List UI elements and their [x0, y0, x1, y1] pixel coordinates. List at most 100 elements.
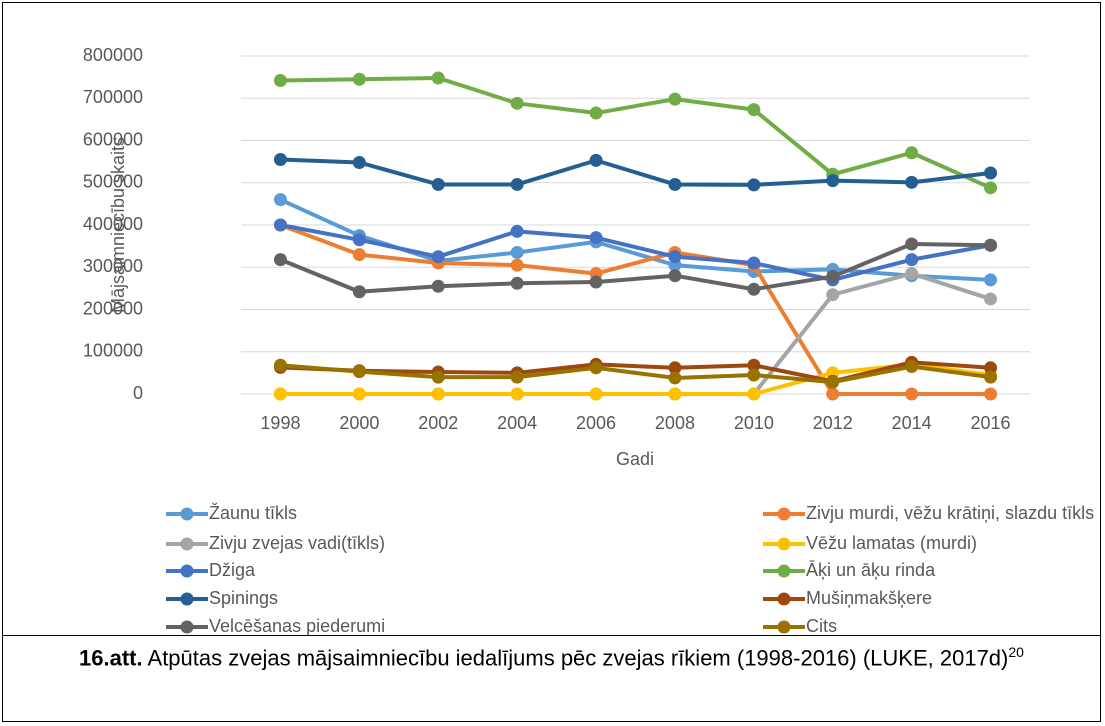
data-point	[273, 74, 287, 88]
data-point	[747, 103, 761, 117]
data-point	[905, 387, 919, 401]
x-tick-label: 2016	[971, 413, 1011, 433]
caption-ref: 20	[1008, 644, 1024, 660]
legend-label: Spinings	[209, 588, 278, 608]
series-line	[279, 242, 991, 294]
data-point	[589, 361, 603, 375]
y-tick-label: 300000	[83, 256, 143, 276]
data-point	[905, 267, 919, 281]
data-point	[273, 387, 287, 401]
x-tick-label: 2014	[892, 413, 932, 433]
data-point	[510, 387, 524, 401]
data-point	[984, 273, 998, 287]
data-point	[352, 72, 366, 86]
data-point	[589, 275, 603, 289]
data-point	[431, 250, 445, 264]
data-point	[747, 358, 761, 372]
data-point	[352, 248, 366, 262]
series-line	[280, 157, 991, 187]
data-point	[984, 181, 998, 195]
x-tick-label: 2012	[813, 413, 853, 433]
data-point	[510, 224, 524, 238]
x-tick-label: 2004	[497, 413, 537, 433]
y-axis-label: Mājsaimniecību skaits	[108, 137, 128, 313]
legend-marker	[180, 507, 194, 521]
y-tick-label: 500000	[83, 172, 143, 192]
caption-label: 16.att.	[79, 645, 143, 671]
data-point	[431, 177, 445, 191]
series-line	[280, 363, 991, 385]
data-point	[589, 231, 603, 245]
y-tick-label: 600000	[83, 129, 143, 149]
data-point	[510, 276, 524, 290]
chart-area: Gadi Mājsaimniecību skaits 0 100000 200000…	[3, 3, 1100, 636]
data-point	[826, 387, 840, 401]
data-point	[431, 370, 445, 384]
y-tick-label: 700000	[83, 87, 143, 107]
data-point	[352, 155, 366, 169]
caption-text: Atpūtas zvejas mājsaimniecību iedalījums…	[142, 645, 1009, 671]
data-point	[510, 258, 524, 272]
legend-marker	[180, 620, 194, 634]
legend-label: Vēžu lamatas (murdi)	[806, 533, 977, 553]
data-point	[984, 387, 998, 401]
series-line	[280, 223, 991, 282]
data-point	[984, 292, 998, 306]
legend-label: Zivju zvejas vadi(tīkls)	[209, 533, 385, 553]
data-point	[668, 177, 682, 191]
data-point	[273, 253, 287, 267]
data-point	[273, 218, 287, 232]
x-tick-label: 2006	[576, 413, 616, 433]
legend-marker	[180, 564, 194, 578]
chart: Gadi Mājsaimniecību skaits 0 100000 200000…	[83, 45, 1094, 636]
legend-marker	[777, 620, 791, 634]
x-tick-label: 2008	[655, 413, 695, 433]
data-point	[668, 371, 682, 385]
x-tick-label: 1998	[260, 413, 300, 433]
data-point	[747, 282, 761, 296]
data-point	[510, 370, 524, 384]
legend-marker	[180, 537, 194, 551]
data-point	[273, 153, 287, 167]
legend-label: Žaunu tīkls	[209, 503, 297, 523]
data-point	[273, 193, 287, 207]
data-point	[589, 153, 603, 167]
data-point	[984, 238, 998, 252]
data-point	[589, 106, 603, 120]
legend-marker	[777, 507, 791, 521]
legend-label: Cits	[806, 616, 837, 635]
legend-marker	[777, 537, 791, 551]
series-line	[280, 362, 991, 396]
data-point	[510, 245, 524, 259]
data-point	[747, 387, 761, 401]
series-line	[279, 223, 991, 396]
data-point	[984, 370, 998, 384]
data-point	[984, 166, 998, 180]
data-point	[668, 361, 682, 375]
data-point	[668, 269, 682, 283]
data-point	[273, 358, 287, 372]
data-point	[510, 177, 524, 191]
legend-label: Velcēšanas piederumi	[209, 616, 385, 635]
data-point	[826, 270, 840, 284]
data-point	[905, 253, 919, 267]
data-point	[352, 387, 366, 401]
legend-label: Džiga	[209, 560, 256, 580]
data-point	[352, 233, 366, 247]
data-point	[984, 361, 998, 375]
y-tick-label: 0	[133, 383, 143, 403]
legend-marker	[777, 592, 791, 606]
data-point	[352, 285, 366, 299]
data-point	[905, 360, 919, 374]
data-point	[431, 279, 445, 293]
data-point	[747, 178, 761, 192]
data-point	[905, 175, 919, 189]
caption: 16.att. Atpūtas zvejas mājsaimniecību ie…	[23, 639, 1080, 671]
y-tick-label: 200000	[83, 298, 143, 318]
data-point	[510, 96, 524, 110]
data-point	[668, 250, 682, 264]
data-point	[905, 237, 919, 251]
y-tick-label: 100000	[83, 341, 143, 361]
data-point	[668, 387, 682, 401]
